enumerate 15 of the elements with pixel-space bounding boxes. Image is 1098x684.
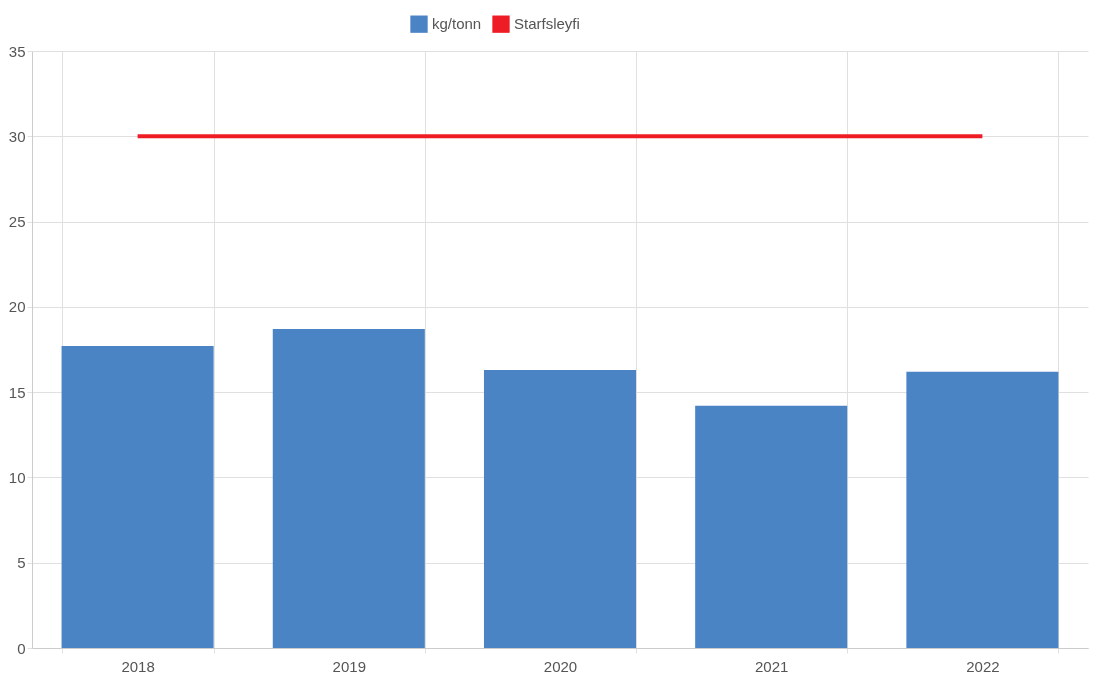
y-tick-label: 30 [8,127,26,145]
x-tick-label: 2018 [121,657,155,675]
x-tick-label: 2022 [966,657,1000,675]
y-tick-label: 0 [17,639,26,657]
y-tick-label: 15 [8,383,26,401]
y-tick-label: 10 [8,468,26,486]
legend-label: kg/tonn [432,15,482,33]
y-tick-label: 25 [8,213,26,231]
y-tick-label: 5 [17,554,26,572]
x-tick-label: 2019 [332,657,366,675]
legend-label: Starfsleyfi [514,15,580,33]
x-tick-label: 2020 [543,657,578,675]
y-tick-label: 20 [8,298,26,316]
x-tick-label: 2021 [755,657,789,675]
y-tick-label: 35 [8,42,26,60]
